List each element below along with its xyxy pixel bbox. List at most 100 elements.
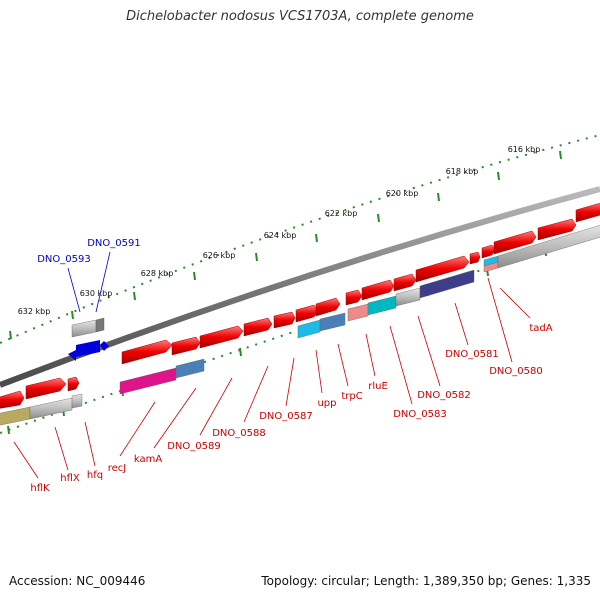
leader-line <box>389 325 413 405</box>
leader-line <box>365 333 376 377</box>
category-band <box>0 224 600 426</box>
category-block <box>319 312 346 332</box>
kbp-label: 624 kbp <box>264 231 297 240</box>
genome-summary: Topology: circular; Length: 1,389,350 bp… <box>261 574 591 588</box>
leader-line <box>199 377 233 436</box>
leader-line <box>13 441 39 479</box>
gene-label: rluE <box>368 381 388 392</box>
major-tick <box>255 252 258 262</box>
category-block <box>175 358 205 379</box>
leader-line <box>454 302 469 346</box>
gene-label: DNO_0582 <box>417 390 471 401</box>
gene-label: DNO_0589 <box>167 441 221 452</box>
gene-arrow <box>295 304 319 323</box>
leader-line <box>285 357 295 407</box>
gene-label: kamA <box>134 454 162 465</box>
gene-arrow <box>171 336 201 356</box>
leader-line <box>119 401 156 457</box>
gene-arrow <box>393 273 417 292</box>
category-block <box>71 393 83 409</box>
gene-arrow <box>493 230 537 255</box>
kbp-labels: 616 kbp 618 kbp 620 kbp 622 kbp 624 kbp 626 k… <box>18 145 541 316</box>
major-tick <box>377 213 380 223</box>
kbp-label: 626 kbp <box>203 251 236 260</box>
gene-label: upp <box>317 398 336 409</box>
leader-line <box>417 315 441 387</box>
gene-arrow <box>315 297 341 317</box>
major-tick <box>71 310 74 320</box>
category-block <box>71 319 97 338</box>
category-block <box>419 269 475 299</box>
leader-line <box>337 343 349 387</box>
major-tick <box>133 291 136 301</box>
major-tick <box>559 150 562 160</box>
category-block <box>395 287 421 307</box>
gene-arrow <box>243 317 273 337</box>
gene-arrow <box>273 311 296 329</box>
gene-arrow <box>199 325 244 349</box>
gene-arrow <box>0 390 25 409</box>
category-block <box>367 295 397 316</box>
gene-label: DNO_0588 <box>212 428 266 439</box>
scale-ring-outer <box>0 134 600 344</box>
kbp-label: 630 kbp <box>80 289 113 298</box>
category-block <box>497 224 600 269</box>
leader-line <box>153 387 197 449</box>
kbp-label: 622 kbp <box>325 209 358 218</box>
gene-arrow <box>345 289 363 306</box>
kbp-label: 616 kbp <box>508 145 541 154</box>
gene-arrow <box>469 251 481 265</box>
gene-label: tadA <box>529 323 552 334</box>
gene-arrow <box>67 376 80 392</box>
category-block <box>29 397 73 420</box>
leader-line <box>315 349 323 394</box>
leader-line <box>243 365 269 423</box>
gene-label: DNO_0583 <box>393 409 447 420</box>
gene-label: DNO_0581 <box>445 349 499 360</box>
gene-arrow <box>25 377 67 400</box>
gene-labels: DNO_0593 DNO_0591 tadA DNO_0580 DNO_0581 DNO_… <box>30 238 552 494</box>
forward-genes-upper <box>0 202 600 409</box>
major-tick <box>437 192 440 202</box>
gene-label: hfq <box>87 470 103 481</box>
gene-arrow <box>575 202 600 223</box>
gene-arrow <box>361 279 395 301</box>
major-tick <box>9 330 12 340</box>
reverse-genes <box>68 317 109 361</box>
leader-line <box>67 267 81 313</box>
gene-label: hflK <box>30 483 50 494</box>
category-block <box>119 367 177 395</box>
leader-line <box>487 277 513 363</box>
major-tick <box>7 425 10 435</box>
major-tick <box>497 171 500 181</box>
gene-arrow-reverse <box>68 340 100 361</box>
gene-label: DNO_0580 <box>489 366 543 377</box>
gene-label: recJ <box>108 463 127 474</box>
kbp-label: 618 kbp <box>446 167 479 176</box>
gene-arrow <box>121 339 173 365</box>
gene-arrow <box>537 218 577 241</box>
accession-label: Accession: NC_009446 <box>9 574 146 588</box>
leader-line <box>54 426 69 471</box>
category-block <box>297 319 321 339</box>
leader-line <box>95 251 111 313</box>
major-tick <box>315 233 318 243</box>
category-block <box>347 303 369 322</box>
gene-label: trpC <box>341 391 362 402</box>
gene-arrow <box>415 255 470 283</box>
kbp-label: 628 kbp <box>141 269 174 278</box>
gene-label: DNO_0591 <box>87 238 141 249</box>
leader-line <box>499 287 531 319</box>
major-tick <box>193 271 196 281</box>
major-tick <box>239 347 242 357</box>
category-block <box>95 317 105 333</box>
leader-line <box>84 421 96 467</box>
kbp-label: 632 kbp <box>18 307 51 316</box>
label-leaders <box>13 251 531 479</box>
gene-label: hflX <box>60 473 80 484</box>
gene-arrow <box>481 244 496 259</box>
gene-label: DNO_0593 <box>37 254 91 265</box>
gene-arrow-reverse <box>100 341 109 351</box>
kbp-label: 620 kbp <box>386 189 419 198</box>
